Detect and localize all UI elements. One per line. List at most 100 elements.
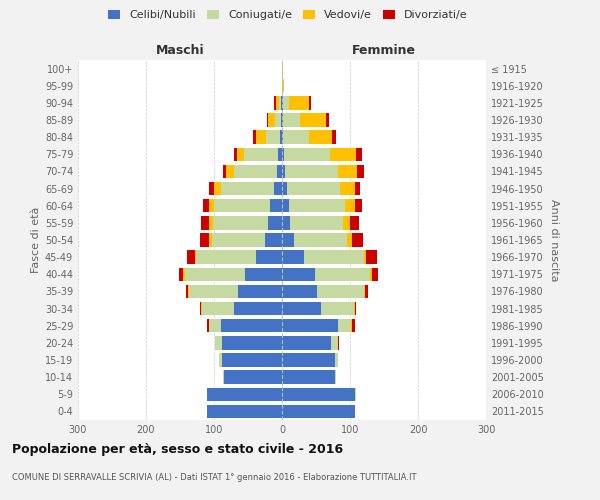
Bar [209,182,214,196]
Bar [280,130,282,144]
Bar [352,234,363,246]
Bar [282,114,283,126]
Bar [282,216,290,230]
Y-axis label: Fasce di età: Fasce di età [31,207,41,273]
Bar [283,79,284,92]
Bar [335,354,338,366]
Bar [355,182,360,196]
Bar [365,284,368,298]
Bar [282,182,287,196]
Bar [309,130,332,144]
Bar [358,164,364,178]
Bar [207,404,282,418]
Bar [186,284,188,298]
Bar [282,354,335,366]
Bar [223,370,224,384]
Bar [290,216,343,230]
Bar [244,148,278,161]
Bar [282,250,304,264]
Bar [268,114,275,126]
Bar [202,302,235,316]
Bar [308,96,311,110]
Bar [281,114,282,126]
Bar [283,130,309,144]
Bar [350,216,359,230]
Text: COMUNE DI SERRAVALLE SCRIVIA (AL) - Dati ISTAT 1° gennaio 2016 - Elaborazione TU: COMUNE DI SERRAVALLE SCRIVIA (AL) - Dati… [12,472,416,482]
Bar [184,268,185,281]
Bar [322,302,354,316]
Bar [274,182,282,196]
Bar [282,96,283,110]
Bar [195,250,196,264]
Bar [282,319,338,332]
Bar [282,148,284,161]
Bar [282,370,335,384]
Bar [343,216,350,230]
Text: Maschi: Maschi [155,44,205,57]
Bar [352,319,355,332]
Bar [189,284,238,298]
Bar [282,268,314,281]
Bar [214,182,221,196]
Bar [344,199,355,212]
Bar [270,199,282,212]
Bar [201,216,209,230]
Bar [289,96,308,110]
Bar [221,319,282,332]
Bar [283,96,289,110]
Bar [286,164,338,178]
Y-axis label: Anni di nascita: Anni di nascita [549,198,559,281]
Bar [338,164,358,178]
Bar [282,130,283,144]
Bar [215,336,222,349]
Text: Femmine: Femmine [352,44,416,57]
Bar [274,96,276,110]
Bar [268,216,282,230]
Bar [209,319,221,332]
Bar [209,216,212,230]
Bar [187,250,195,264]
Bar [367,250,377,264]
Bar [282,336,331,349]
Bar [235,164,277,178]
Bar [364,284,365,298]
Bar [207,319,209,332]
Bar [214,199,270,212]
Bar [209,234,212,246]
Bar [200,234,209,246]
Bar [282,284,317,298]
Bar [331,336,338,349]
Bar [282,164,286,178]
Bar [282,62,283,76]
Bar [317,284,364,298]
Bar [224,370,282,384]
Bar [188,284,189,298]
Bar [220,354,222,366]
Bar [200,302,201,316]
Bar [282,404,355,418]
Bar [338,336,339,349]
Legend: Celibi/Nubili, Coniugati/e, Vedovi/e, Divorziati/e: Celibi/Nubili, Coniugati/e, Vedovi/e, Di… [104,6,472,25]
Bar [275,114,281,126]
Bar [266,130,280,144]
Bar [372,268,378,281]
Bar [338,319,352,332]
Bar [284,148,330,161]
Bar [281,96,282,110]
Text: Popolazione per età, sesso e stato civile - 2016: Popolazione per età, sesso e stato civil… [12,442,343,456]
Bar [304,250,364,264]
Bar [326,114,329,126]
Bar [370,268,372,281]
Bar [203,199,209,212]
Bar [277,164,282,178]
Bar [238,284,282,298]
Bar [212,216,268,230]
Bar [335,370,337,384]
Bar [294,234,347,246]
Bar [347,234,352,246]
Bar [282,79,283,92]
Bar [340,182,355,196]
Bar [256,130,266,144]
Bar [282,302,322,316]
Bar [299,114,326,126]
